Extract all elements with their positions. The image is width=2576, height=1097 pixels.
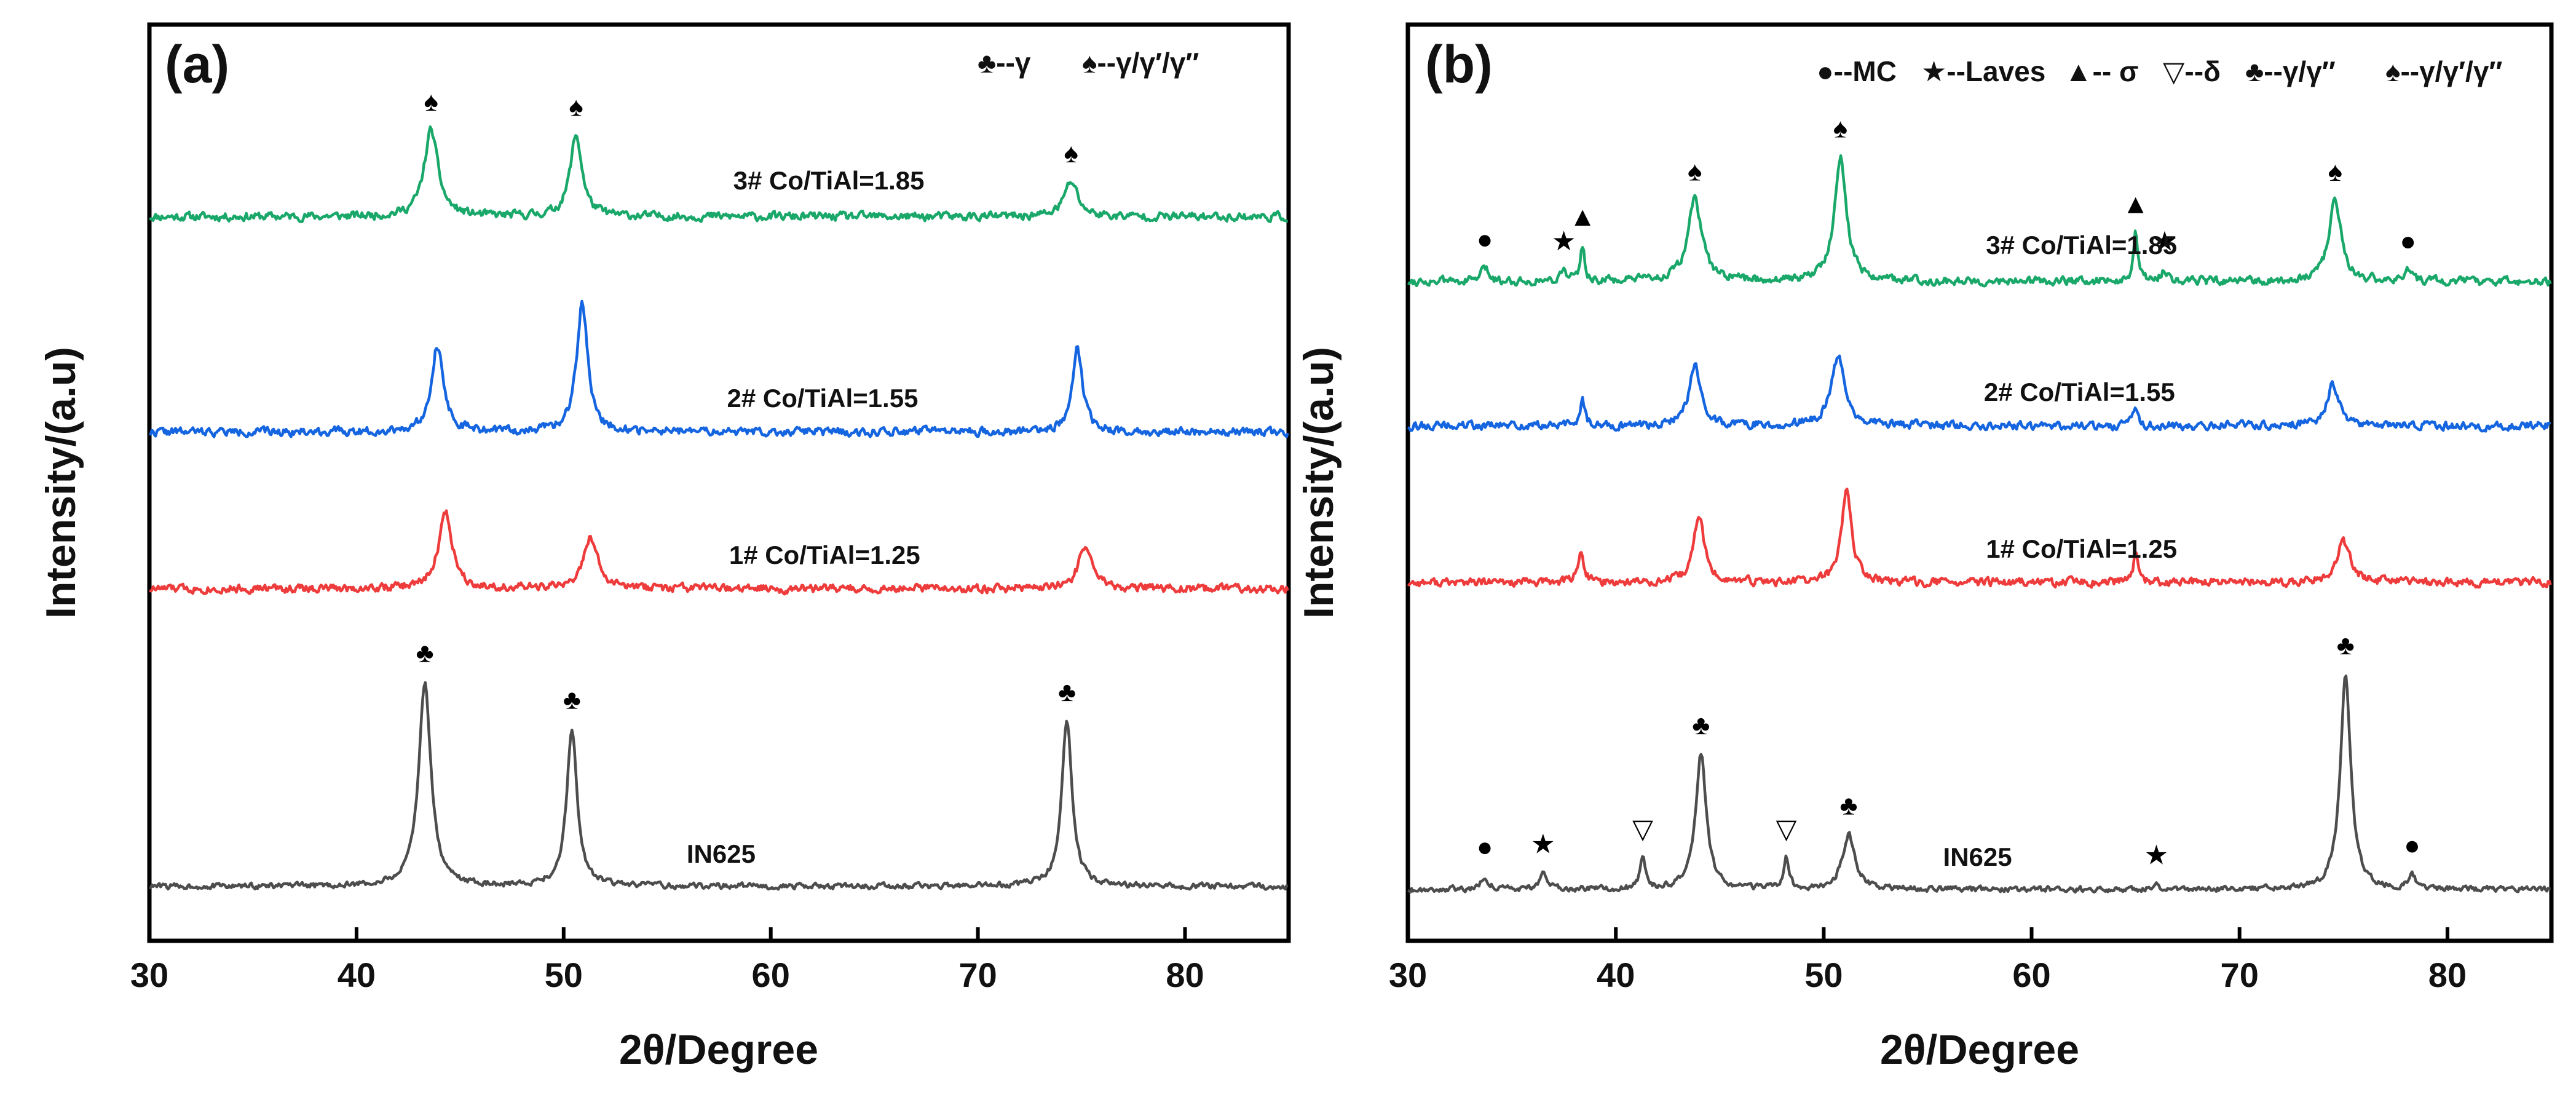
xtick-label-a-70: 70 <box>958 956 997 994</box>
xtick-label-b-70: 70 <box>2221 956 2259 994</box>
series-line-a-1 <box>149 125 1288 223</box>
xtick-label-a-40: 40 <box>338 956 376 994</box>
series-line-b-4 <box>1407 674 2551 894</box>
phase-marker-b-1-9: ● <box>2400 226 2416 256</box>
series-label-a-3: 3# Co/TiAl=1.85 <box>733 166 925 195</box>
phase-marker-b-1-5: ♠ <box>1833 113 1847 143</box>
legend-a-item-2: ♠--γ/γ′/γ″ <box>1082 47 1199 79</box>
panel-b-xtick-labels: 30 40 50 60 70 80 <box>1389 956 2467 994</box>
phase-marker-b-4-3: ▽ <box>1632 814 1653 844</box>
phase-marker-a-1-1: ♠ <box>424 87 438 117</box>
legend-b-symbol-6: ♠ <box>2385 55 2400 87</box>
panel-b-frame <box>1405 22 2554 943</box>
phase-marker-b-1-2: ★ <box>1552 226 1576 256</box>
legend-a-item-1: ♣--γ <box>978 47 1031 79</box>
series-line-b-3 <box>1407 487 2552 589</box>
legend-b-text-1: --MC <box>1834 55 1897 87</box>
panel-b-legend: ●--MC ★--Laves ▲-- σ ▽--δ ♣--γ/γ″ ♠--γ/γ… <box>1817 55 2502 87</box>
phase-marker-a-4-3: ♣ <box>1058 677 1076 707</box>
phase-marker-b-1-3: ▲ <box>1569 202 1596 232</box>
legend-b-symbol-1: ● <box>1817 55 1834 87</box>
xtick-label-b-40: 40 <box>1597 956 1635 994</box>
legend-b-symbol-3: ▲ <box>2064 55 2093 87</box>
phase-marker-a-1-2: ♠ <box>569 92 583 122</box>
panel-b-xlabel: 2θ/Degree <box>1880 1026 2079 1073</box>
legend-a-text-2: --γ/γ′/γ″ <box>1097 47 1199 79</box>
xtick-label-b-60: 60 <box>2012 956 2050 994</box>
xtick-label-a-30: 30 <box>130 956 168 994</box>
phase-marker-b-4-8: ♣ <box>2337 630 2355 660</box>
panel-a-label: (a) <box>165 35 229 94</box>
legend-a-symbol-2: ♠ <box>1082 47 1097 79</box>
phase-marker-b-4-1: ● <box>1477 832 1493 862</box>
series-line-a-2 <box>148 299 1289 438</box>
legend-b-text-6: --γ/γ′/γ″ <box>2400 55 2502 87</box>
panel-a: (a) ♣--γ ♠--γ/γ′/γ″ ♠ ♠♠♣♣ ♣ 3# Co/TiAl=1.… <box>38 22 1291 1073</box>
series-label-a-1: 1# Co/TiAl=1.25 <box>729 541 920 569</box>
legend-b-symbol-5: ♣ <box>2245 55 2264 87</box>
legend-b-text-4: --δ <box>2184 55 2221 87</box>
legend-b-text-5: --γ/γ″ <box>2264 55 2336 87</box>
xtick-label-b-80: 80 <box>2428 956 2467 994</box>
panel-b: (b) ●--MC ★--Laves ▲-- σ ▽--δ ♣--γ/γ″ ♠-… <box>1295 22 2554 1073</box>
phase-marker-b-4-9: ● <box>2404 830 2420 860</box>
panel-a-xtick-labels: 30 40 50 60 70 80 <box>130 956 1204 994</box>
legend-b-item-4: ▽--δ <box>2163 55 2221 87</box>
series-label-a-in625: IN625 <box>687 839 756 868</box>
panel-b-markers: ● ★▲♠♠▲★♠●● ★▽♣▽♣★♣● <box>1477 113 2420 870</box>
legend-b-symbol-4: ▽ <box>2163 55 2185 87</box>
legend-a-text-1: --γ <box>996 47 1031 79</box>
series-line-a-3 <box>148 509 1289 596</box>
panel-b-xticks <box>1406 927 2449 941</box>
series-line-b-2 <box>1407 354 2551 433</box>
legend-b-text-2: --Laves <box>1946 55 2045 87</box>
series-line-a-4 <box>149 681 1289 891</box>
phase-marker-b-4-7: ★ <box>2144 841 2168 871</box>
phase-marker-b-4-2: ★ <box>1531 829 1555 859</box>
series-label-b-1: 1# Co/TiAl=1.25 <box>1986 534 2177 563</box>
panel-a-series-labels: 3# Co/TiAl=1.85 2# Co/TiAl=1.55 1# Co/Ti… <box>687 166 925 868</box>
panel-a-legend: ♣--γ ♠--γ/γ′/γ″ <box>978 47 1199 79</box>
panel-b-label: (b) <box>1425 35 1493 94</box>
phase-marker-a-4-1: ♣ <box>416 638 434 668</box>
legend-b-item-5: ♣--γ/γ″ <box>2245 55 2336 87</box>
xtick-label-b-30: 30 <box>1389 956 1427 994</box>
series-label-b-in625: IN625 <box>1943 842 2012 871</box>
legend-b-item-2: ★--Laves <box>1921 55 2045 87</box>
phase-marker-b-1-1: ● <box>1477 224 1493 255</box>
panel-b-ylabel: Intensity/(a.u) <box>1295 347 1342 619</box>
series-label-b-2: 2# Co/TiAl=1.55 <box>1984 378 2175 406</box>
series-label-a-2: 2# Co/TiAl=1.55 <box>727 384 919 413</box>
panel-a-xlabel: 2θ/Degree <box>619 1026 818 1073</box>
xtick-label-a-60: 60 <box>752 956 790 994</box>
legend-b-item-1: ●--MC <box>1817 55 1897 87</box>
xtick-label-a-50: 50 <box>545 956 583 994</box>
phase-marker-b-4-5: ▽ <box>1776 814 1797 844</box>
phase-marker-b-4-4: ♣ <box>1692 710 1710 740</box>
phase-marker-a-1-3: ♠ <box>1064 138 1078 168</box>
phase-marker-b-1-6: ▲ <box>2122 189 2149 219</box>
legend-b-symbol-2: ★ <box>1921 55 1946 87</box>
xtick-label-a-80: 80 <box>1166 956 1204 994</box>
panel-b-series-labels: 3# Co/TiAl=1.85 2# Co/TiAl=1.55 1# Co/Ti… <box>1943 231 2178 871</box>
xtick-label-b-50: 50 <box>1804 956 1843 994</box>
panel-a-ylabel: Intensity/(a.u) <box>38 347 84 619</box>
legend-a-symbol-1: ♣ <box>978 47 996 79</box>
panel-a-series <box>148 125 1289 891</box>
panel-b-series <box>1407 154 2552 894</box>
panel-a-frame <box>147 22 1291 943</box>
phase-marker-b-1-4: ♠ <box>1688 157 1702 187</box>
panel-a-xticks <box>148 927 1187 941</box>
series-label-b-3: 3# Co/TiAl=1.85 <box>1986 231 2177 259</box>
phase-marker-a-4-2: ♣ <box>563 685 581 715</box>
legend-b-item-3: ▲-- σ <box>2064 55 2138 87</box>
legend-b-item-6: ♠--γ/γ′/γ″ <box>2385 55 2502 87</box>
phase-marker-b-1-8: ♠ <box>2328 157 2342 187</box>
legend-b-text-3: -- σ <box>2093 55 2139 87</box>
panel-a-markers: ♠ ♠ ♠ ♣ ♣ ♣ <box>416 87 1078 715</box>
phase-marker-b-4-6: ♣ <box>1839 790 1857 820</box>
phase-marker-b-1-7: ★ <box>2152 227 2176 257</box>
series-line-b-1 <box>1407 154 2552 288</box>
